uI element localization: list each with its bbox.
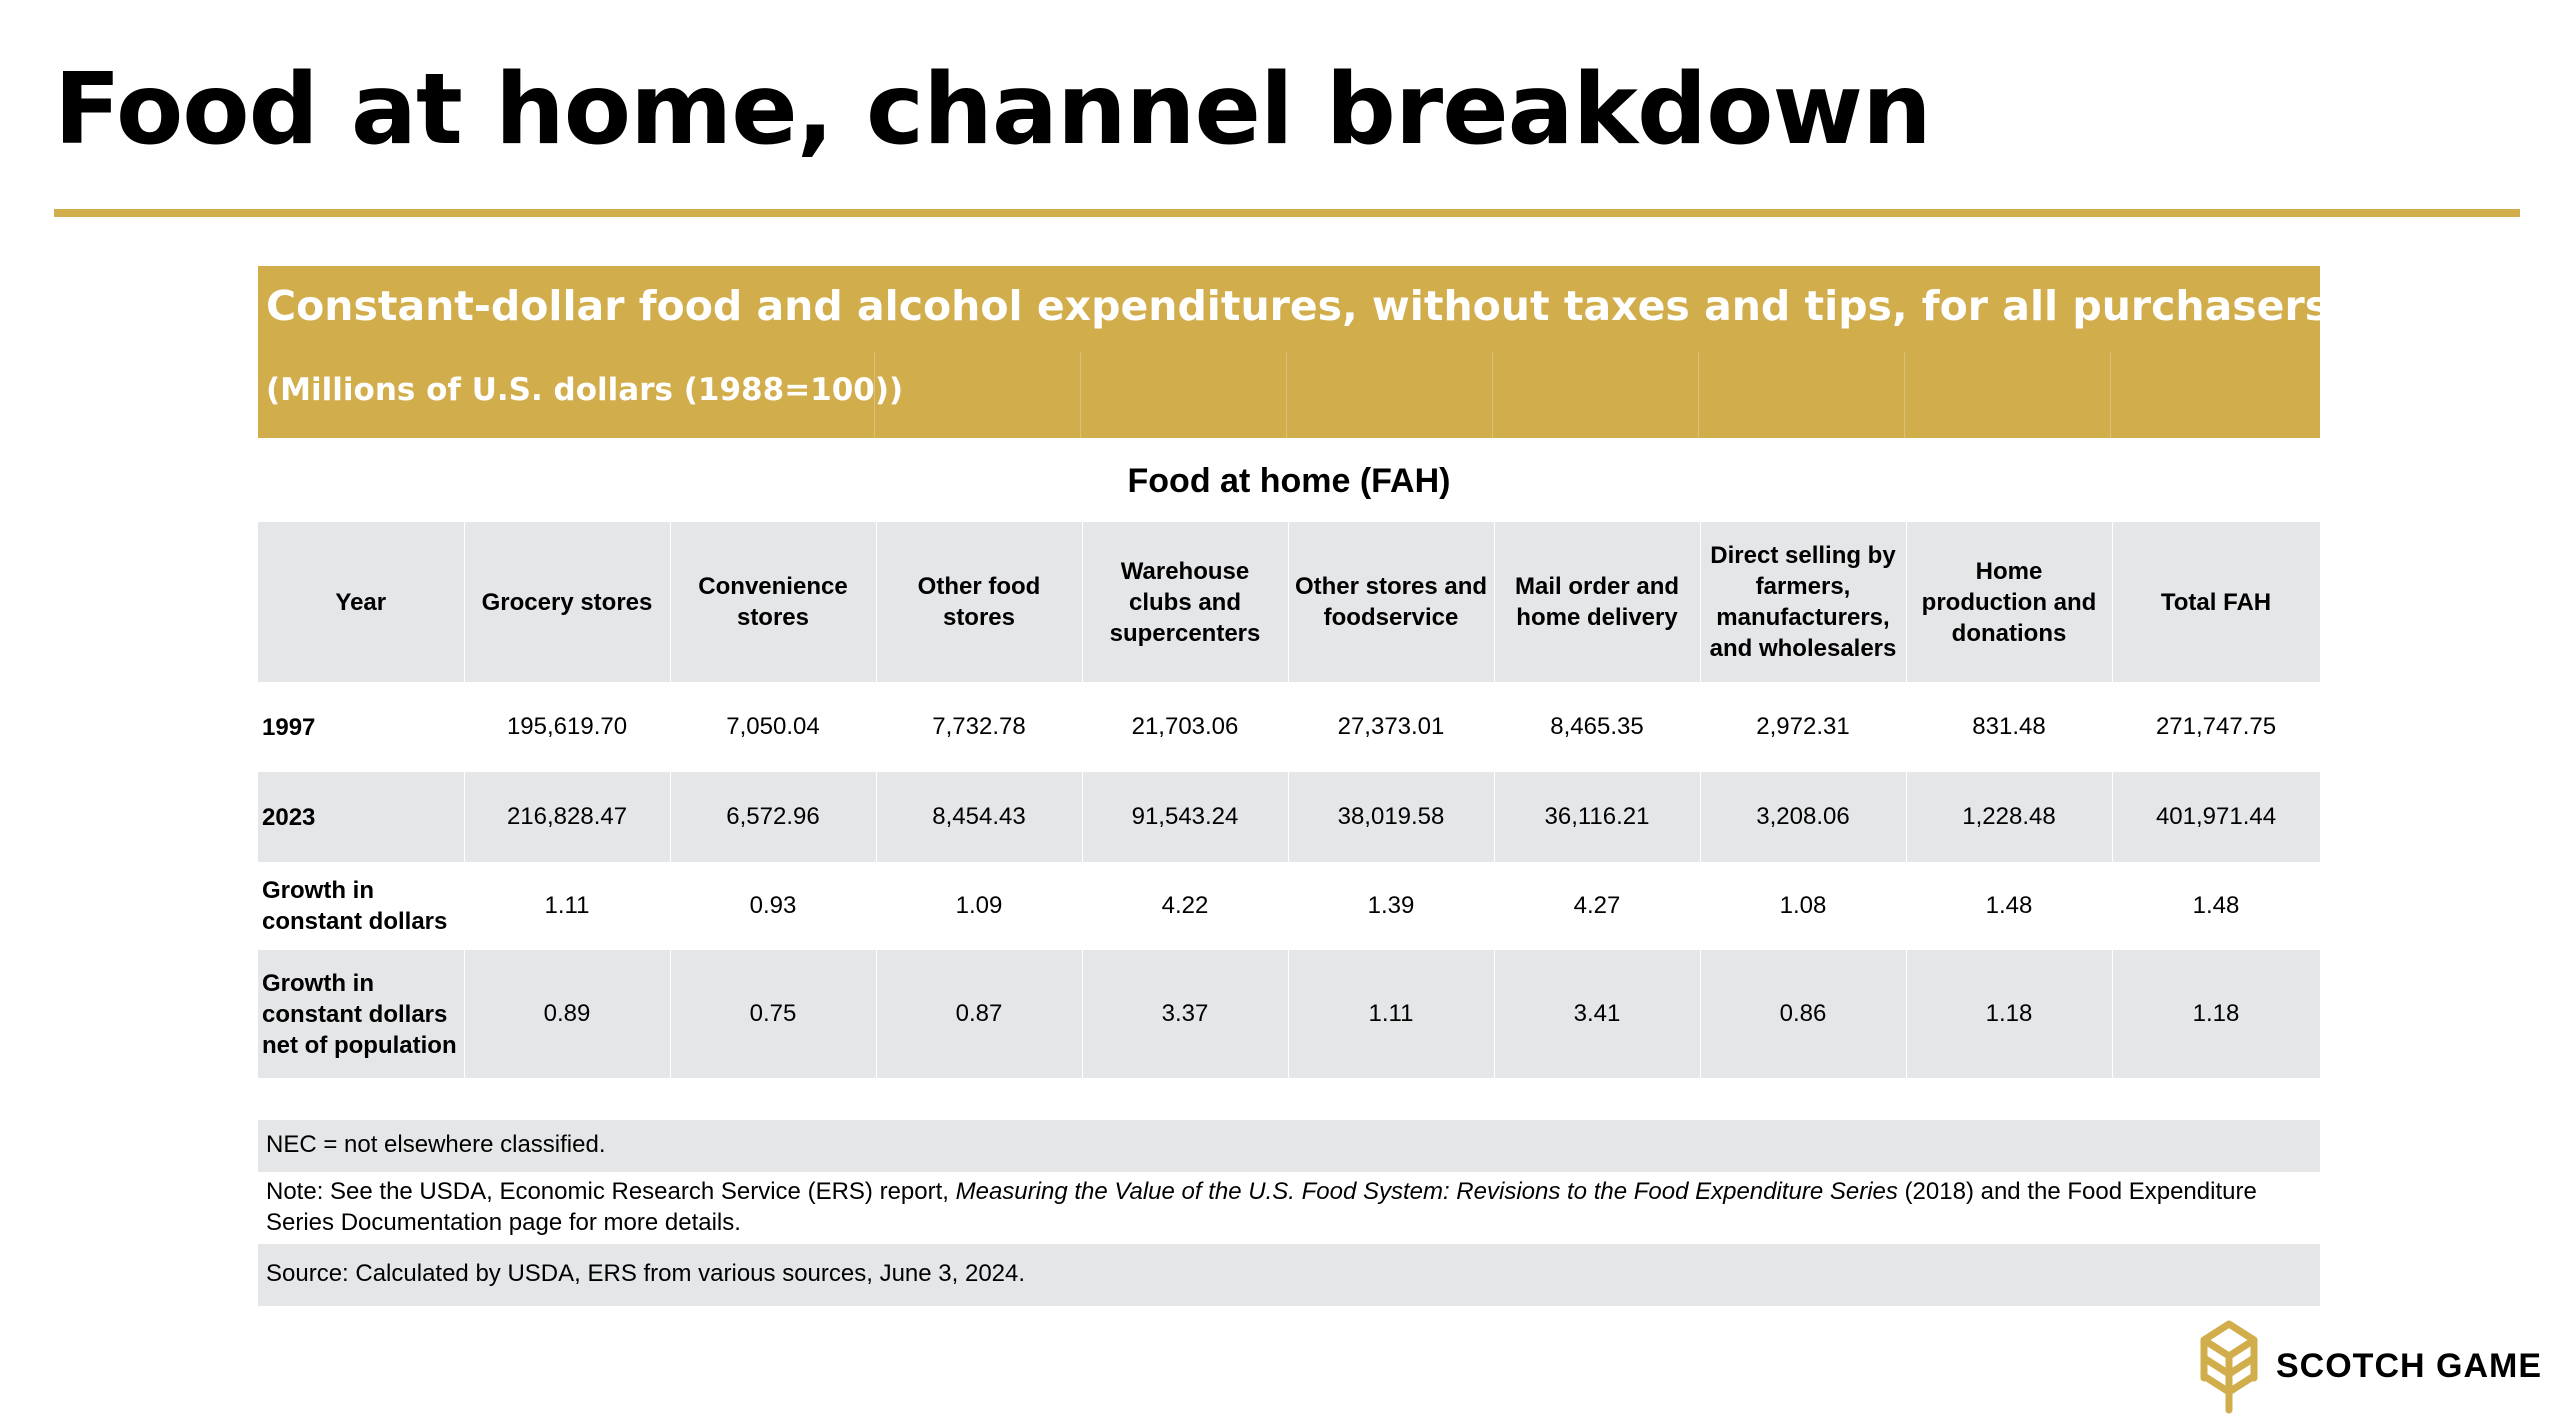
wheat-logo-icon	[2200, 1320, 2258, 1414]
table-header-row: Year Grocery stores Convenience stores O…	[258, 522, 2321, 682]
table-cell: 1.09	[955, 892, 1003, 919]
banner-divider	[1492, 352, 1493, 438]
note-prefix: Note: See the USDA, Economic Research Se…	[266, 1178, 956, 1205]
banner-divider	[1286, 352, 1287, 438]
banner-subtitle: (Millions of U.S. dollars (1988=100))	[266, 372, 904, 408]
table-cell: 38,019.58	[1288, 772, 1495, 862]
table-row: Growth in constant dollars 1.11 0.93 1.0…	[258, 862, 2320, 950]
column-header: Year	[258, 522, 465, 682]
brand-logo: SCOTCH GAME	[2192, 1318, 2541, 1414]
table-row: 2023 216,828.47 6,572.96 8,454.43 91,543…	[258, 772, 2321, 862]
table-cell: 216,828.47	[464, 772, 671, 862]
table-cell: 1.11	[544, 892, 590, 919]
source-note: Source: Calculated by USDA, ERS from var…	[258, 1244, 2320, 1306]
table-cell: 2,972.31	[1756, 713, 1850, 740]
table-cell: 0.75	[670, 950, 877, 1078]
banner-divider	[1904, 352, 1905, 438]
table-cell: 4.22	[1161, 892, 1209, 919]
slide-title: Food at home, channel breakdown	[54, 53, 1932, 167]
column-header: Other food stores	[876, 522, 1083, 682]
table-cell: 1.48	[2192, 892, 2240, 919]
table-cell: 27,373.01	[1337, 713, 1445, 740]
table-cell: 1.48	[1985, 892, 2033, 919]
table-cell: 195,619.70	[506, 713, 628, 740]
banner-divider	[1698, 352, 1699, 438]
banner-divider	[1080, 352, 1081, 438]
note-suffix: (2018) and the Food Expenditure Series D…	[266, 1178, 2257, 1236]
table-cell: 1.08	[1779, 892, 1827, 919]
banner-divider	[2110, 352, 2111, 438]
expenditure-table: Year Grocery stores Convenience stores O…	[258, 522, 2321, 1078]
table-cell: 1,228.48	[1906, 772, 2113, 862]
section-title: Food at home (FAH)	[1127, 462, 1451, 500]
table-cell: 7,732.78	[932, 713, 1026, 740]
table-cell: 7,050.04	[726, 713, 820, 740]
table-cell: 3.37	[1082, 950, 1289, 1078]
table-cell: 1.11	[1288, 950, 1495, 1078]
row-label: 1997	[262, 713, 316, 741]
row-label: 2023	[258, 772, 465, 862]
column-header: Other stores and foodservice	[1288, 522, 1495, 682]
table-cell: 91,543.24	[1082, 772, 1289, 862]
column-header: Total FAH	[2112, 522, 2321, 682]
table-cell: 1.18	[2112, 950, 2321, 1078]
row-label: Growth in constant dollars net of popula…	[258, 950, 465, 1078]
banner-title: Constant-dollar food and alcohol expendi…	[266, 282, 2330, 330]
report-note: Note: See the USDA, Economic Research Se…	[258, 1172, 2320, 1244]
table-cell: 0.93	[749, 892, 797, 919]
title-divider	[54, 209, 2520, 217]
table-cell: 271,747.75	[2155, 713, 2277, 740]
column-header: Convenience stores	[670, 522, 877, 682]
logo-wordmark: SCOTCH GAME	[2276, 1347, 2542, 1385]
table-cell: 8,465.35	[1550, 713, 1644, 740]
banner-divider	[874, 352, 875, 438]
table-cell: 1.39	[1367, 892, 1415, 919]
table-cell: 8,454.43	[876, 772, 1083, 862]
table-cell: 21,703.06	[1131, 713, 1239, 740]
table-cell: 3,208.06	[1700, 772, 1907, 862]
row-label: Growth in constant dollars	[262, 877, 448, 935]
table-cell: 0.86	[1700, 950, 1907, 1078]
table-banner: Constant-dollar food and alcohol expendi…	[258, 266, 2329, 438]
table-cell: 0.87	[876, 950, 1083, 1078]
column-header: Mail order and home delivery	[1494, 522, 1701, 682]
column-header: Direct selling by farmers, manufacturers…	[1700, 522, 1907, 682]
table-cell: 36,116.21	[1494, 772, 1701, 862]
report-title: Measuring the Value of the U.S. Food Sys…	[955, 1178, 1898, 1205]
table-cell: 0.89	[464, 950, 671, 1078]
column-header: Home production and donations	[1906, 522, 2113, 682]
table-cell: 831.48	[1972, 713, 2046, 740]
table-cell: 1.18	[1906, 950, 2113, 1078]
table-cell: 401,971.44	[2112, 772, 2321, 862]
table-row: Growth in constant dollars net of popula…	[258, 950, 2321, 1078]
column-header: Grocery stores	[464, 522, 671, 682]
column-header: Warehouse clubs and supercenters	[1082, 522, 1289, 682]
table-row: 1997 195,619.70 7,050.04 7,732.78 21,703…	[258, 682, 2320, 772]
nec-note: NEC = not elsewhere classified.	[258, 1120, 2320, 1172]
table-cell: 6,572.96	[670, 772, 877, 862]
table-cell: 4.27	[1573, 892, 1621, 919]
table-cell: 3.41	[1494, 950, 1701, 1078]
table-notes: NEC = not elsewhere classified. Note: Se…	[258, 1120, 2320, 1306]
